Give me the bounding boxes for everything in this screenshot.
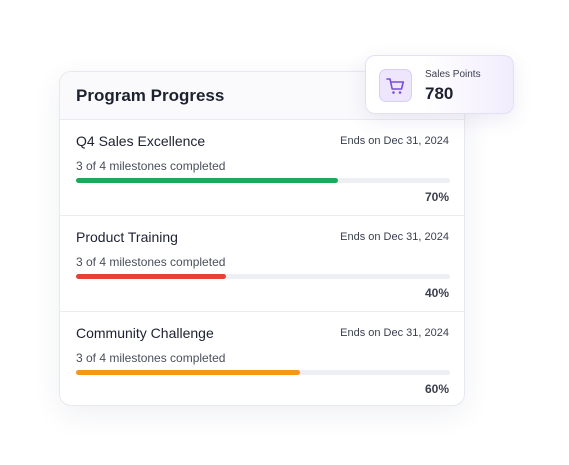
cart-icon xyxy=(379,69,412,102)
progress-percent: 40% xyxy=(424,286,449,300)
milestones: 3 of 4 milestones completed xyxy=(76,351,226,365)
program-name: Product Training xyxy=(76,229,178,245)
points-badge: Sales Points 780 xyxy=(365,55,514,114)
program-row: Product Training Ends on Dec 31, 2024 3 of… xyxy=(60,216,464,312)
progress-track xyxy=(76,178,450,183)
end-date: Ends on Dec 31, 2024 xyxy=(340,135,449,147)
progress-percent: 70% xyxy=(424,190,449,204)
progress-fill xyxy=(76,370,301,375)
cart-glyph xyxy=(386,78,405,94)
progress-card: Program Progress Q4 Sales Excellence Ends… xyxy=(59,71,465,406)
end-date: Ends on Dec 31, 2024 xyxy=(340,231,449,243)
card-title: Program Progress xyxy=(76,86,225,105)
progress-track xyxy=(76,370,450,375)
badge-label: Sales Points xyxy=(425,69,481,80)
end-date: Ends on Dec 31, 2024 xyxy=(340,327,449,339)
badge-value: 780 xyxy=(425,84,454,103)
milestones: 3 of 4 milestones completed xyxy=(76,255,226,269)
milestones: 3 of 4 milestones completed xyxy=(76,159,226,173)
program-row: Community Challenge Ends on Dec 31, 2024 3… xyxy=(60,312,464,405)
program-name: Q4 Sales Excellence xyxy=(76,133,206,149)
progress-fill xyxy=(76,274,226,279)
program-name: Community Challenge xyxy=(76,325,214,341)
progress-track xyxy=(76,274,450,279)
progress-fill xyxy=(76,178,338,183)
progress-percent: 60% xyxy=(424,382,449,396)
program-row: Q4 Sales Excellence Ends on Dec 31, 2024 3… xyxy=(60,120,464,216)
